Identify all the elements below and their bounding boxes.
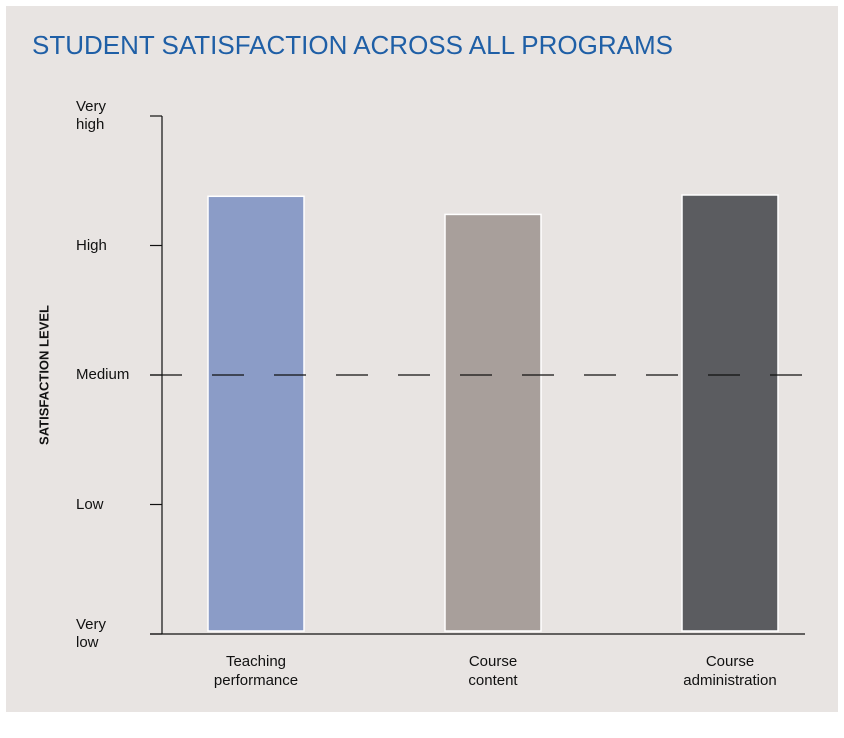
x-tick-label: Teaching performance — [213, 653, 299, 689]
y-axis-label: SATISFACTION LEVEL — [36, 305, 52, 445]
y-tick-label: Very high — [76, 98, 107, 133]
x-tick-label: Course administration — [683, 653, 777, 689]
y-tick-label: Very low — [76, 616, 107, 651]
bar — [444, 213, 542, 632]
bar — [207, 195, 305, 632]
x-tick-label: Course content — [468, 653, 518, 689]
chart-title: STUDENT SATISFACTION ACROSS ALL PROGRAMS — [32, 30, 673, 60]
y-tick-label: Low — [76, 495, 104, 513]
y-tick-label: High — [76, 236, 107, 254]
bar — [681, 194, 779, 632]
y-tick-label: Medium — [76, 366, 130, 383]
